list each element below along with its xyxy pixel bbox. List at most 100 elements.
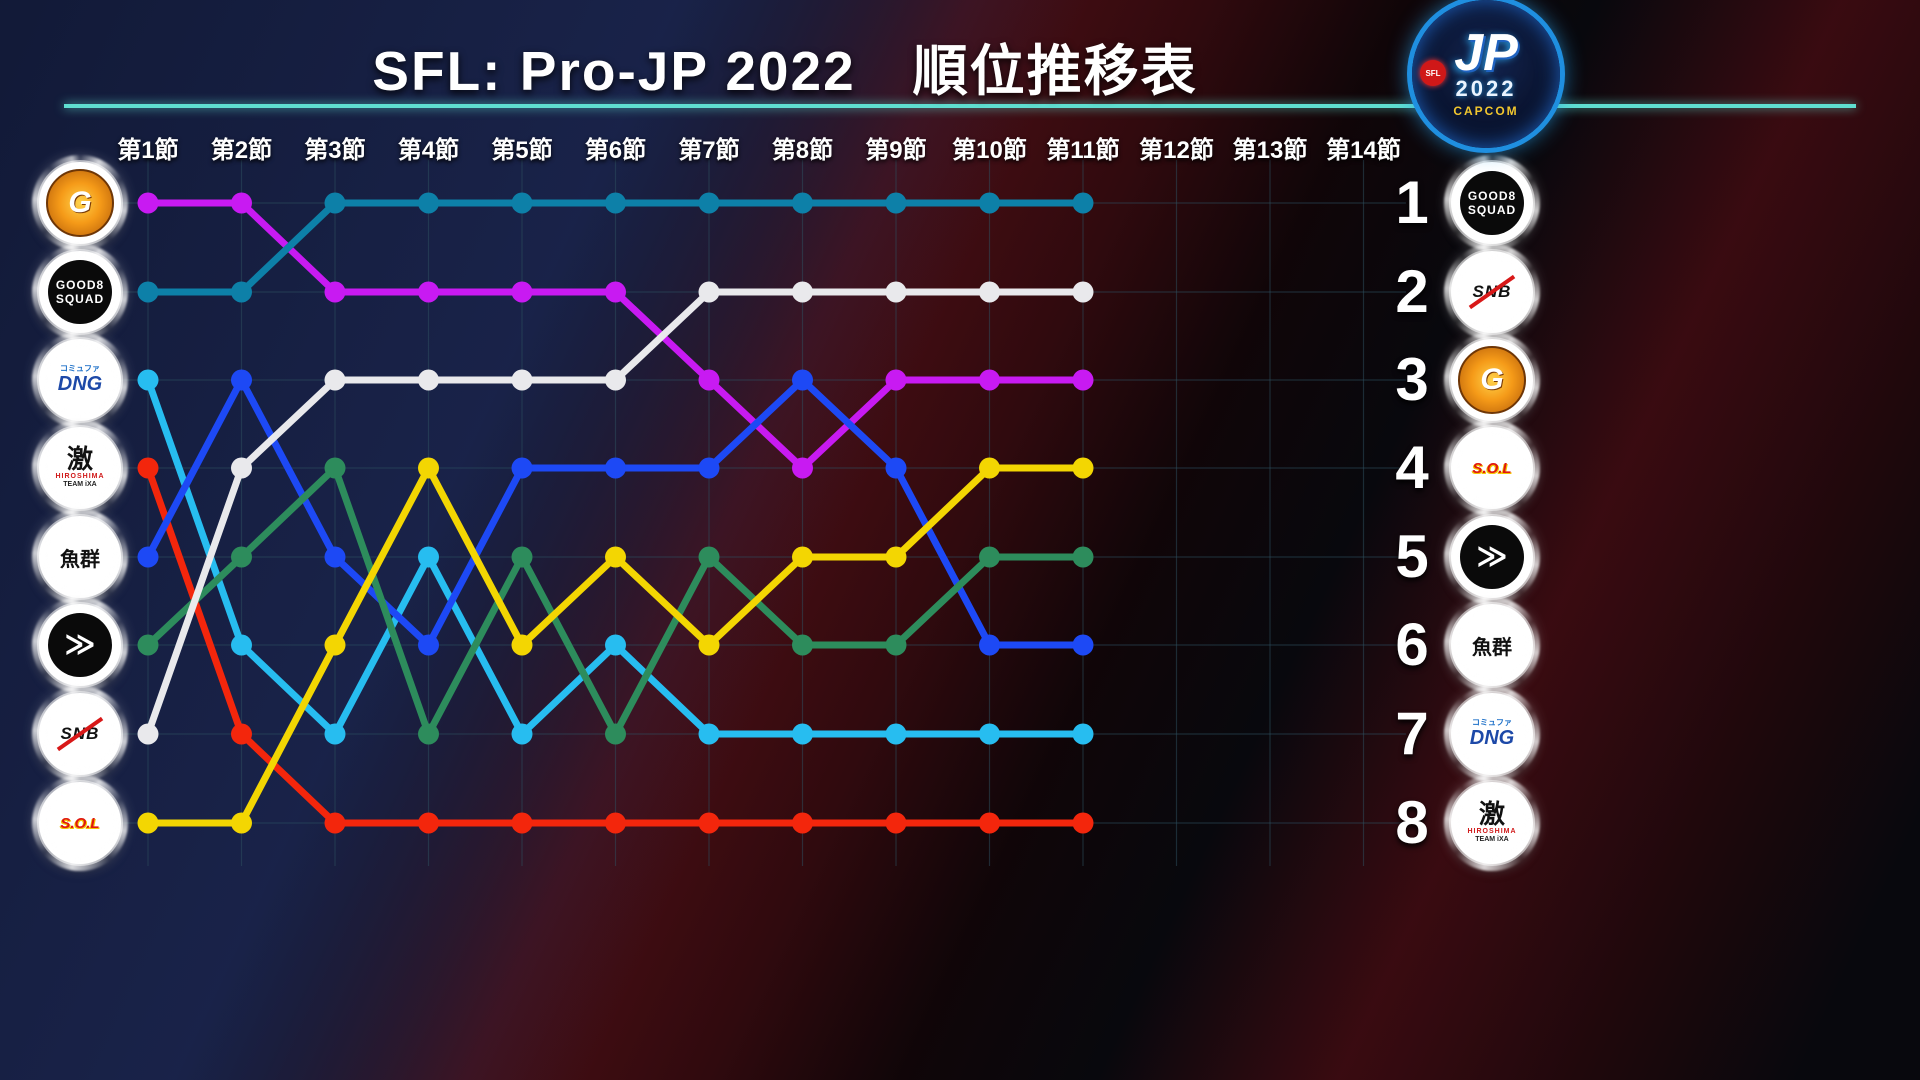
team-point-cag — [418, 281, 439, 303]
team-emblem-text: S.O.L — [60, 814, 100, 832]
team-logo-ixa: 激 HIROSHIMA TEAM iXA — [1451, 782, 1533, 864]
team-point-ixa — [885, 812, 907, 834]
team-emblem-text: HIROSHIMA — [55, 473, 105, 481]
team-emblem-text: HIROSHIMA — [1467, 828, 1517, 836]
team-point-dng — [979, 723, 1000, 745]
team-emblem-sol: S.O.L — [48, 791, 112, 855]
team-logo-cag: G — [1451, 339, 1533, 421]
team-logo-gyogun: 魚群 — [1451, 604, 1533, 686]
team-emblem-text: 魚群 — [1472, 636, 1512, 659]
team-point-dng — [231, 634, 252, 656]
team-point-gyogun — [979, 634, 1000, 656]
team-emblem-text: SQUAD — [1467, 203, 1517, 217]
team-logo-dng: コミュファ DNG — [39, 339, 121, 421]
team-emblem-text: S.O.L — [1472, 459, 1512, 477]
team-emblem-ixa: 激 HIROSHIMA TEAM iXA — [1460, 791, 1524, 855]
team-point-snb — [979, 281, 1000, 303]
team-point-dng — [605, 634, 626, 656]
team-logo-cag: G — [39, 162, 121, 244]
team-point-good8 — [231, 281, 252, 303]
team-emblem-good8: GOOD8 SQUAD — [48, 260, 112, 324]
team-point-sol — [231, 812, 252, 834]
capcom-logo-text: CAPCOM — [1453, 104, 1519, 119]
team-point-dng — [324, 723, 346, 745]
team-emblem-text: SNB — [1472, 282, 1512, 301]
team-point-fav — [1072, 546, 1094, 568]
round-label: 第12節 — [1139, 137, 1214, 164]
team-point-ixa — [418, 812, 439, 834]
team-point-ixa — [511, 812, 533, 834]
team-point-sol — [792, 546, 813, 568]
rank-number-2: 2 — [1395, 258, 1429, 325]
team-point-fav — [511, 546, 533, 568]
team-point-fav — [979, 546, 1000, 568]
team-point-sol — [605, 546, 626, 568]
team-point-fav — [231, 546, 252, 568]
team-point-cag — [979, 369, 1000, 391]
team-emblem-text: SNB — [60, 724, 100, 743]
header: SFL: Pro-JP 2022 順位推移表 — [0, 26, 1570, 106]
jp-logo-year: 2022 — [1455, 76, 1517, 102]
team-emblem-gyogun: 魚群 — [48, 525, 112, 589]
team-emblem-sol: S.O.L — [1460, 436, 1524, 500]
team-point-cag — [231, 192, 252, 214]
team-emblem-text: GOOD8 — [55, 277, 105, 292]
team-point-fav — [418, 723, 439, 745]
round-label: 第6節 — [584, 137, 647, 164]
rank-number-6: 6 — [1395, 611, 1429, 678]
team-point-dng — [137, 369, 159, 391]
team-point-ixa — [324, 812, 346, 834]
round-label: 第11節 — [1046, 137, 1120, 164]
rank-number-4: 4 — [1395, 434, 1429, 501]
team-point-cag — [792, 457, 813, 479]
team-emblem-text: ≫ — [1476, 540, 1508, 573]
team-point-gyogun — [885, 457, 907, 479]
team-point-snb — [137, 723, 159, 745]
rank-number-3: 3 — [1395, 346, 1429, 413]
team-point-dng — [698, 723, 720, 745]
page-title: SFL: Pro-JP 2022 順位推移表 — [372, 40, 1198, 102]
team-emblem-text: GOOD8 — [1467, 188, 1517, 203]
team-point-gyogun — [137, 546, 159, 568]
round-label: 第13節 — [1232, 137, 1308, 164]
team-point-dng — [1072, 723, 1094, 745]
team-point-sol — [418, 457, 439, 479]
team-point-snb — [418, 369, 439, 391]
team-point-cag — [1072, 369, 1094, 391]
team-emblem-ixa: 激 HIROSHIMA TEAM iXA — [48, 436, 112, 500]
team-logo-good8: GOOD8 SQUAD — [1451, 162, 1533, 244]
team-emblem-text: コミュファ — [60, 363, 100, 373]
team-logo-sol: S.O.L — [1451, 427, 1533, 509]
rank-number-8: 8 — [1395, 789, 1429, 856]
team-point-cag — [137, 192, 159, 214]
team-point-gyogun — [792, 369, 813, 391]
team-point-ixa — [698, 812, 720, 834]
team-point-ixa — [979, 812, 1000, 834]
team-point-gyogun — [324, 546, 346, 568]
team-point-sol — [1072, 457, 1094, 479]
team-point-snb — [698, 281, 720, 303]
team-point-ixa — [231, 723, 252, 745]
team-emblem-dng: コミュファ DNG — [48, 348, 112, 412]
team-emblem-text: DNG — [57, 373, 103, 396]
team-point-fav — [324, 457, 346, 479]
team-emblem-dng: コミュファ DNG — [1460, 702, 1524, 766]
team-point-dng — [885, 723, 907, 745]
team-point-good8 — [605, 192, 626, 214]
round-label: 第8節 — [771, 137, 834, 164]
round-label: 第1節 — [117, 137, 179, 164]
team-point-fav — [792, 634, 813, 656]
jp-logo-text: JP — [1454, 23, 1518, 82]
team-point-cag — [605, 281, 626, 303]
team-logo-fav: ≫ — [39, 604, 121, 686]
team-point-sol — [511, 634, 533, 656]
team-point-fav — [137, 634, 159, 656]
round-label: 第4節 — [397, 137, 460, 164]
team-point-good8 — [885, 192, 907, 214]
team-emblem-cag: G — [1458, 346, 1526, 414]
team-point-snb — [324, 369, 346, 391]
team-point-snb — [511, 369, 533, 391]
